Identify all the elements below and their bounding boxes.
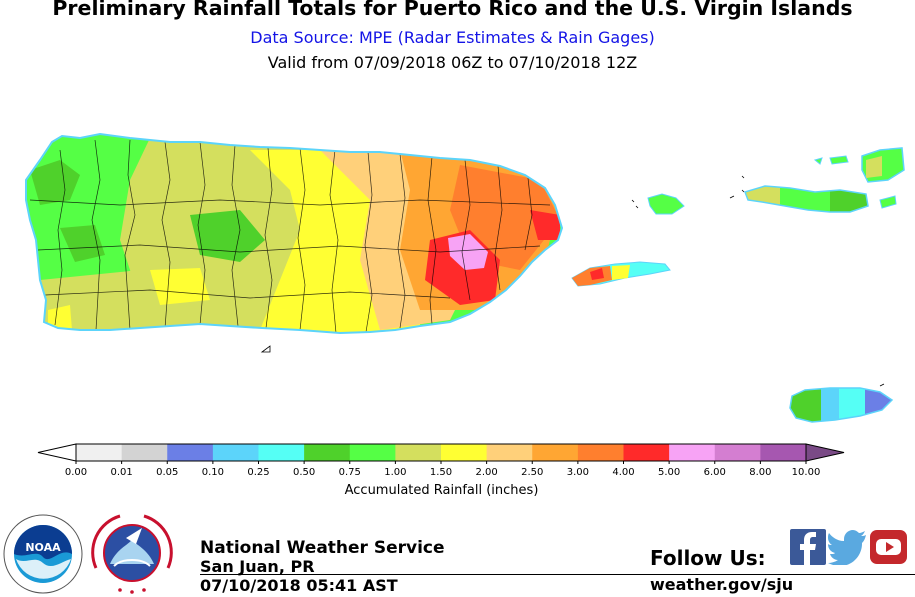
colorbar-label: Accumulated Rainfall (inches): [344, 483, 539, 498]
vieques-island: [571, 261, 671, 287]
office-name: San Juan, PR: [200, 557, 315, 576]
colorbar-swatch: [623, 444, 670, 461]
colorbar-swatch: [76, 444, 123, 461]
follow-us-label: Follow Us:: [650, 546, 766, 570]
nws-logo[interactable]: [90, 510, 174, 596]
data-source: Data Source: MPE (Radar Estimates & Rain…: [250, 28, 655, 47]
colorbar-swatch: [212, 444, 259, 461]
colorbar-swatch: [714, 444, 761, 461]
colorbar-tick-label: 2.50: [521, 467, 543, 478]
colorbar-swatch: [258, 444, 305, 461]
agency-name: National Weather Service: [200, 538, 445, 558]
colorbar-tick-label: 1.50: [430, 467, 452, 478]
colorbar-swatch: [395, 444, 442, 461]
colorbar-tick-label: 0.25: [247, 467, 269, 478]
colorbar-tick-label: 5.00: [658, 467, 680, 478]
footer-divider: [200, 574, 915, 575]
colorbar-tick-label: 0.10: [202, 467, 224, 478]
map-title: Preliminary Rainfall Totals for Puerto R…: [52, 0, 853, 20]
facebook-icon[interactable]: [790, 529, 826, 565]
colorbar-swatch: [349, 444, 396, 461]
colorbar-tick-label: 3.00: [567, 467, 589, 478]
colorbar-tick-label: 0.01: [110, 467, 132, 478]
colorbar-tick-label: 8.00: [749, 467, 771, 478]
colorbar-swatch: [441, 444, 488, 461]
colorbar-swatch: [760, 444, 807, 461]
colorbar-tick-label: 0.75: [339, 467, 361, 478]
colorbar-swatch: [167, 444, 214, 461]
rainfall-map: [25, 132, 905, 423]
rainfall-colorbar: 0.00 0.01 0.05 0.10 0.25 0.50 0.75 1.00 1.50 2.00…: [37, 443, 845, 478]
colorbar-swatch: [577, 444, 624, 461]
colorbar-swatch: [304, 444, 351, 461]
colorbar-tick-label: 0.00: [65, 467, 87, 478]
colorbar-tick-label: 6.00: [704, 467, 726, 478]
noaa-logo-text: NOAA: [25, 541, 61, 554]
colorbar-over-arrow: [805, 443, 845, 462]
st-thomas-st-john: [745, 186, 868, 212]
noaa-logo[interactable]: NOAA: [2, 513, 84, 595]
colorbar-swatch: [121, 444, 168, 461]
website-link[interactable]: weather.gov/sju: [650, 575, 794, 594]
colorbar-tick-label: 1.00: [384, 467, 406, 478]
culebra-island: [647, 193, 685, 215]
colorbar-swatch: [532, 444, 579, 461]
colorbar-tick-label: 10.00: [792, 467, 821, 478]
colorbar-under-arrow: [37, 443, 77, 462]
colorbar-tick-label: 0.50: [293, 467, 315, 478]
twitter-icon[interactable]: [828, 529, 868, 565]
colorbar-swatch: [669, 444, 716, 461]
colorbar-tick-label: 0.05: [156, 467, 178, 478]
puerto-rico: [26, 134, 562, 333]
colorbar-tick-label: 2.00: [475, 467, 497, 478]
colorbar-tick-label: 4.00: [612, 467, 634, 478]
colorbar-swatch: [486, 444, 533, 461]
valid-period: Valid from 07/09/2018 06Z to 07/10/2018 …: [267, 53, 638, 72]
youtube-icon[interactable]: [870, 529, 908, 565]
issued-time: 07/10/2018 05:41 AST: [200, 576, 398, 595]
